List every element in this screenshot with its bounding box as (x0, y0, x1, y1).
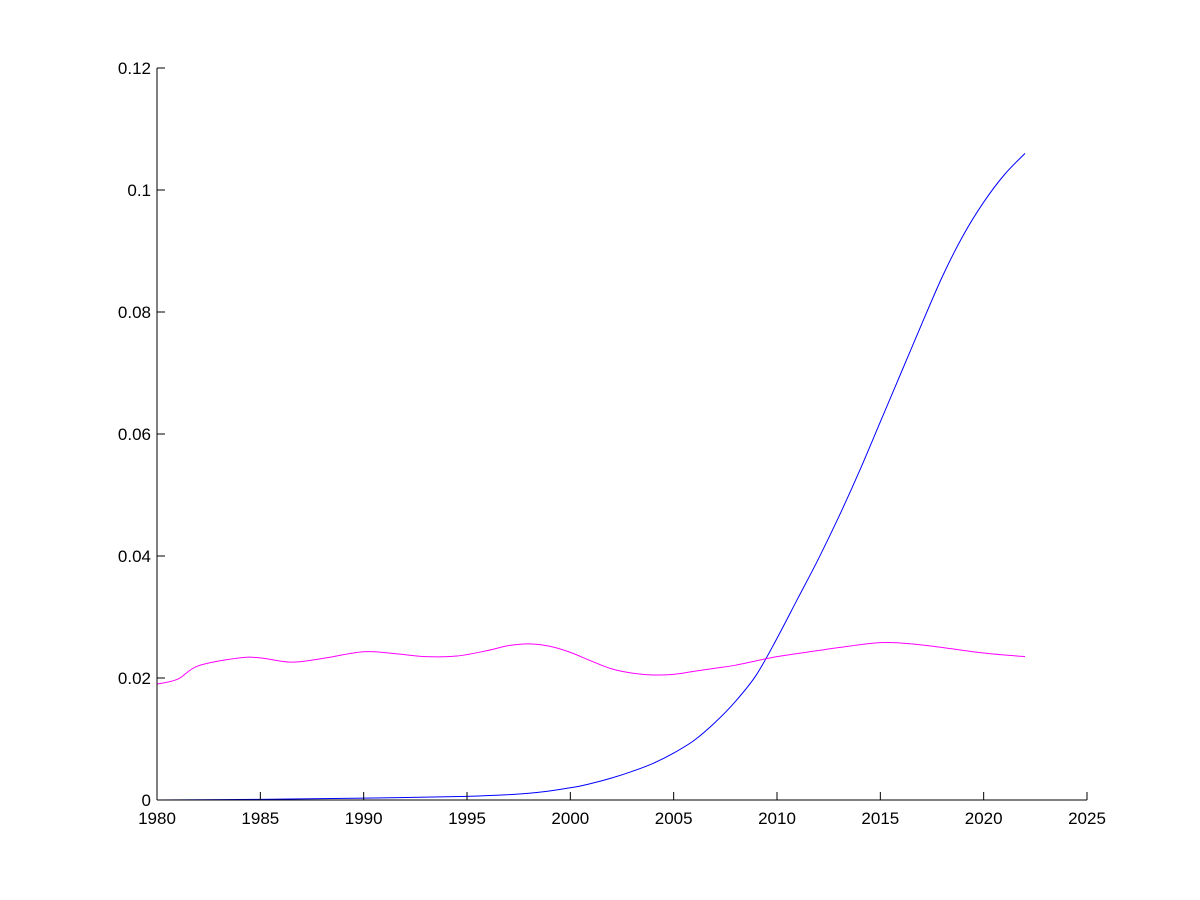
x-tick-label: 2020 (965, 809, 1003, 828)
x-tick-label: 2005 (655, 809, 693, 828)
x-tick-label: 1990 (345, 809, 383, 828)
axes (156, 68, 1087, 801)
y-tick-label: 0.02 (118, 669, 151, 688)
y-tick-label: 0 (142, 791, 151, 810)
x-tick-label: 2015 (861, 809, 899, 828)
y-tick-label: 0.06 (118, 425, 151, 444)
y-ticks: 0 0.02 0.04 0.06 0.08 0.1 0.12 (118, 59, 165, 810)
x-ticks: 1980 1985 1990 1995 2000 2005 2010 2015 2020 2025 (138, 792, 1106, 828)
series-line-blue (156, 153, 1026, 801)
series-line-magenta (156, 641, 1026, 685)
x-tick-label: 1995 (448, 809, 486, 828)
x-tick-label: 2025 (1068, 809, 1106, 828)
y-tick-label: 0.1 (127, 181, 151, 200)
x-tick-label: 1985 (241, 809, 279, 828)
x-tick-label: 1980 (138, 809, 176, 828)
y-tick-label: 0.08 (118, 303, 151, 322)
series-layer (156, 153, 1026, 801)
x-tick-label: 2010 (758, 809, 796, 828)
x-tick-label: 2000 (551, 809, 589, 828)
y-tick-label: 0.04 (118, 547, 151, 566)
y-tick-label: 0.12 (118, 59, 151, 78)
